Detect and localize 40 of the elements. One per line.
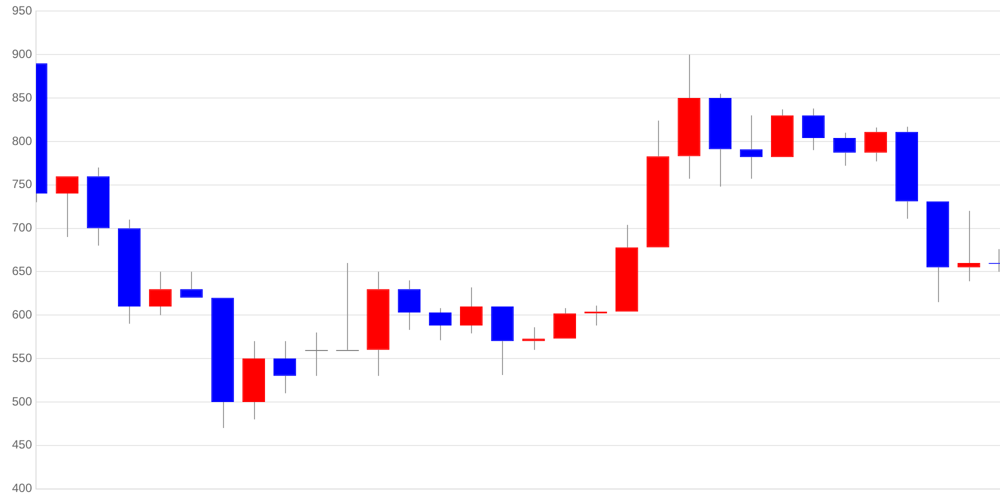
candlestick <box>740 114 763 180</box>
candlestick <box>678 54 700 180</box>
candlestick <box>615 224 638 312</box>
y-tick-label: 800 <box>12 134 32 148</box>
y-tick-label: 700 <box>12 220 32 235</box>
candlestick <box>304 332 328 376</box>
y-tick-label: 850 <box>12 90 32 104</box>
candlestick <box>864 127 887 162</box>
candlestick <box>708 93 732 188</box>
y-tick-label: 450 <box>12 438 32 452</box>
candlestick <box>56 176 78 238</box>
candlestick <box>211 298 234 429</box>
candlestick <box>273 340 296 394</box>
candlestick <box>833 132 856 166</box>
y-tick-label: 900 <box>12 46 32 61</box>
candlestick <box>118 219 141 324</box>
candlestick <box>149 271 172 316</box>
y-tick-label: 550 <box>12 350 32 365</box>
y-tick-label: 600 <box>12 307 32 322</box>
candlestick <box>491 306 514 376</box>
candlestick <box>366 271 390 376</box>
candlestick <box>242 340 266 420</box>
candlestick <box>86 167 110 246</box>
candlestick <box>460 286 483 334</box>
candlestick <box>336 262 360 351</box>
candlestick <box>553 308 576 339</box>
candlestick <box>802 108 825 151</box>
y-tick-label: 500 <box>12 394 32 408</box>
candlestick <box>926 201 950 303</box>
candlestick <box>895 126 918 220</box>
candlestick <box>428 308 452 341</box>
candlestick <box>398 280 421 330</box>
y-tick-label: 750 <box>12 177 32 192</box>
y-tick-label: 400 <box>12 481 32 496</box>
candlestick <box>646 120 670 248</box>
candlestick <box>770 108 794 158</box>
y-tick-label: 950 <box>12 4 32 18</box>
candlestick <box>180 271 203 298</box>
candlestick <box>958 210 980 282</box>
y-tick-label: 650 <box>12 264 32 278</box>
